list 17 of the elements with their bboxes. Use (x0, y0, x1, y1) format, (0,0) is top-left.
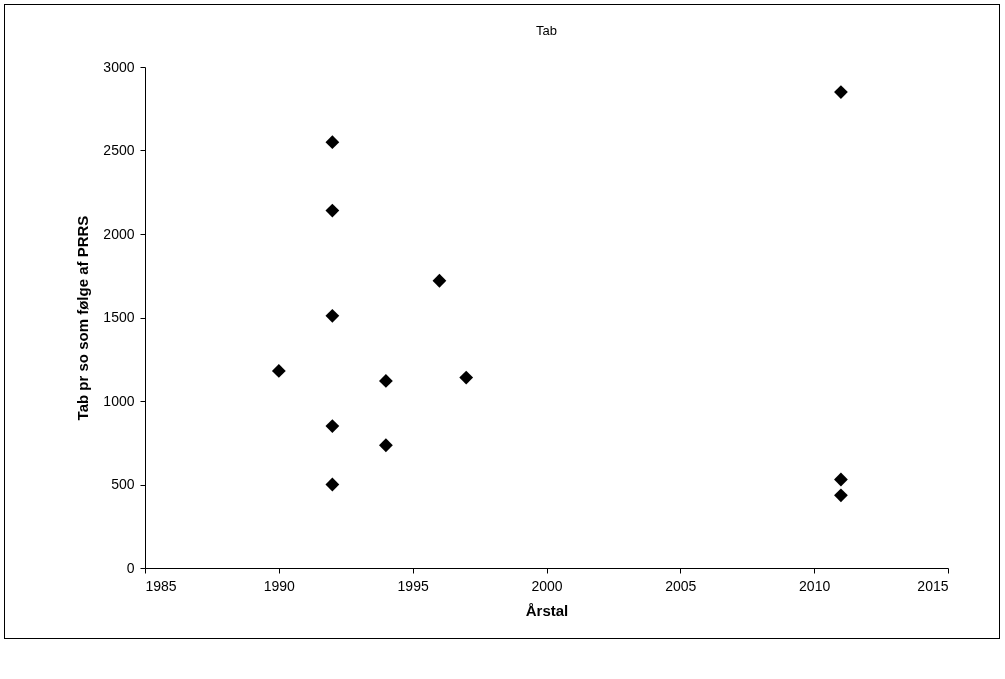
y-tick-label: 1500 (103, 309, 135, 325)
x-tick-label: 2015 (917, 577, 949, 594)
y-tick-label: 0 (126, 559, 135, 576)
y-tick-label: 500 (111, 476, 135, 492)
chart-title: Tab (536, 23, 557, 38)
x-axis-title: Årstal (525, 601, 569, 619)
y-axis-title: Tab pr so som følge af PRRS (74, 215, 92, 421)
x-tick-label: 1995 (397, 577, 429, 594)
x-tick-label: 1990 (263, 577, 296, 594)
x-tick-label: 2010 (799, 577, 831, 594)
x-tick-label: 1985 (145, 577, 177, 594)
y-tick-label: 2500 (103, 142, 135, 158)
x-tick-label: 2005 (665, 577, 697, 594)
y-tick-label: 1000 (103, 392, 135, 409)
y-tick-label: 2000 (103, 225, 135, 242)
x-tick-label: 2000 (531, 577, 563, 594)
y-tick-label: 3000 (103, 58, 135, 75)
